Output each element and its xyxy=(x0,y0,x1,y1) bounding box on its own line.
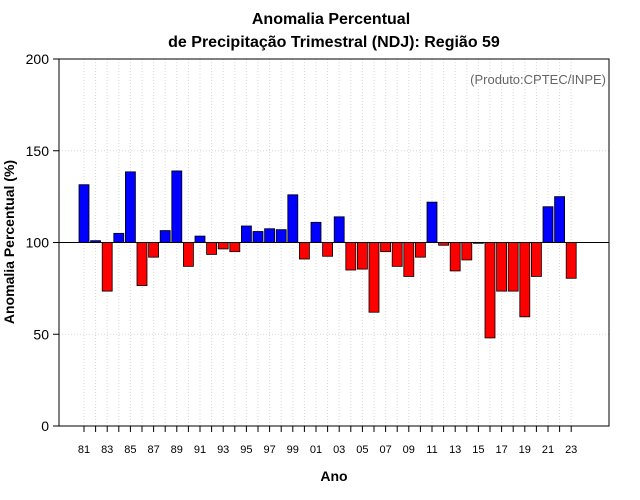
y-axis-label: Anomalia Percentual (%) xyxy=(1,160,17,324)
bar-97 xyxy=(264,228,276,243)
bar-00 xyxy=(298,242,310,260)
bar-81 xyxy=(78,184,90,243)
y-tick-label: 200 xyxy=(26,51,50,67)
bar-04 xyxy=(345,242,357,271)
chart-title-line2: de Precipitação Trimestral (NDJ): Região… xyxy=(168,34,500,51)
x-tick-label: 83 xyxy=(101,444,113,456)
bar-91 xyxy=(194,235,206,243)
bar-01 xyxy=(310,221,322,243)
bar-07 xyxy=(380,242,392,253)
y-tick-label: 0 xyxy=(41,418,49,434)
x-tick-label: 03 xyxy=(333,444,345,456)
x-tick-label: 85 xyxy=(124,444,136,456)
bar-86 xyxy=(136,242,148,287)
bar-20 xyxy=(531,242,542,277)
x-tick-label: 97 xyxy=(263,444,275,456)
x-tick-label: 15 xyxy=(472,444,484,456)
bar-92 xyxy=(206,242,218,255)
bar-16 xyxy=(484,242,496,339)
bar-96 xyxy=(252,231,264,243)
x-tick-label: 11 xyxy=(426,444,437,456)
bar-90 xyxy=(182,242,194,267)
bar-18 xyxy=(507,242,519,292)
x-tick-label: 19 xyxy=(519,444,531,456)
x-tick-label: 81 xyxy=(78,444,90,456)
x-tick-label: 17 xyxy=(495,444,507,456)
x-tick-label: 01 xyxy=(310,444,322,456)
bar-03 xyxy=(333,216,345,243)
bar-95 xyxy=(240,225,252,243)
bar-09 xyxy=(403,242,415,277)
bar-06 xyxy=(368,242,380,313)
x-tick-label: 99 xyxy=(287,444,299,456)
x-tick-label: 89 xyxy=(171,444,183,456)
bar-19 xyxy=(519,242,531,318)
credit-text: (Produto:CPTEC/INPE) xyxy=(470,72,606,87)
bar-02 xyxy=(322,242,334,257)
x-tick-label: 91 xyxy=(194,444,206,456)
bar-93 xyxy=(217,242,229,250)
bar-98 xyxy=(275,229,287,243)
x-tick-label: 05 xyxy=(356,444,368,456)
y-tick-label: 50 xyxy=(33,326,49,342)
bar-22 xyxy=(554,196,565,243)
bar-14 xyxy=(461,242,473,261)
bar-85 xyxy=(125,171,136,243)
bar-08 xyxy=(391,242,403,267)
bar-05 xyxy=(356,242,368,270)
bar-83 xyxy=(101,242,113,292)
bar-99 xyxy=(287,194,299,243)
y-tick-label: 150 xyxy=(26,143,50,159)
x-tick-label: 07 xyxy=(379,444,391,456)
chart-title-line1: Anomalia Percentual xyxy=(252,11,410,28)
bars xyxy=(78,170,577,339)
x-tick-label: 87 xyxy=(147,444,159,456)
axes: 0 50 100 150 200 81 83 85 87 89 91 93 95 97 99 01 03 05 07… xyxy=(26,51,610,456)
bar-89 xyxy=(171,170,183,243)
x-tick-label: 23 xyxy=(565,444,577,456)
bar-87 xyxy=(148,242,160,258)
x-tick-label: 93 xyxy=(217,444,229,456)
x-tick-label: 21 xyxy=(542,444,554,456)
x-axis-label: Ano xyxy=(320,468,347,484)
bar-11 xyxy=(426,201,438,243)
bar-84 xyxy=(113,232,125,243)
bar-10 xyxy=(414,242,426,258)
bar-21 xyxy=(542,206,554,243)
bar-88 xyxy=(159,230,171,243)
bar-17 xyxy=(496,242,508,292)
bar-94 xyxy=(229,242,241,253)
x-tick-label: 95 xyxy=(240,444,252,456)
y-tick-label: 100 xyxy=(26,235,50,251)
x-tick-label: 09 xyxy=(403,444,415,456)
bar-23 xyxy=(565,242,577,279)
x-tick-label: 13 xyxy=(449,444,461,456)
bar-13 xyxy=(449,242,461,272)
